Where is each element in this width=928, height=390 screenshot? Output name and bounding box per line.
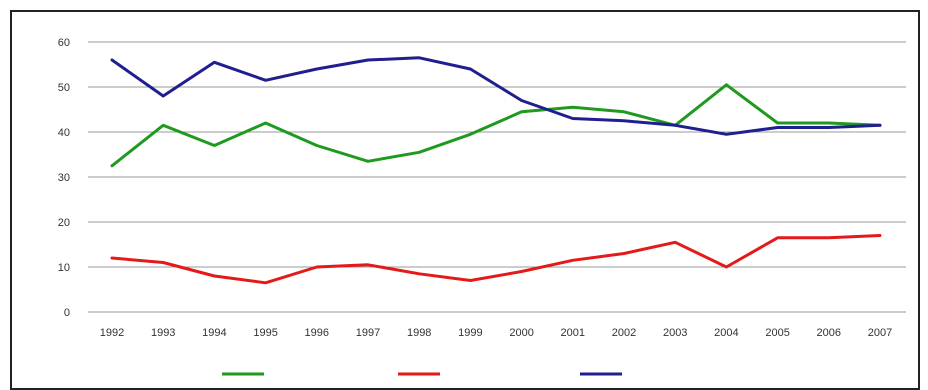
x-tick-label: 2004: [714, 327, 738, 339]
chart-frame: [10, 10, 920, 390]
x-tick-label: 2000: [509, 327, 533, 339]
x-tick-label: 2006: [817, 327, 841, 339]
x-tick-label: 1993: [151, 327, 175, 339]
x-tick-label: 1992: [100, 327, 124, 339]
x-tick-label: 1996: [305, 327, 329, 339]
y-tick-label: 10: [58, 262, 70, 274]
series-line-1: [110, 83, 882, 168]
x-tick-label: 2007: [868, 327, 892, 339]
y-tick-label: 20: [58, 217, 70, 229]
x-tick-label: 1997: [356, 327, 380, 339]
x-axis-ticks: 1992 1993 1994 1995 1996 1997 1998 1999 2000 2001…: [100, 327, 892, 339]
x-tick-label: 2002: [612, 327, 636, 339]
x-tick-label: 1995: [253, 327, 277, 339]
y-tick-label: 50: [58, 82, 70, 94]
x-tick-label: 1994: [202, 327, 226, 339]
x-tick-label: 2001: [561, 327, 585, 339]
y-axis-ticks: 0 10 20 30 40 50 60: [58, 37, 70, 319]
grid-lines: [88, 41, 906, 313]
x-tick-label: 1998: [407, 327, 431, 339]
series-line-3: [110, 56, 882, 136]
y-tick-label: 0: [64, 307, 70, 319]
y-tick-label: 60: [58, 37, 70, 49]
series-lines: [110, 56, 882, 285]
y-tick-label: 30: [58, 172, 70, 184]
x-tick-label: 2005: [765, 327, 789, 339]
x-tick-label: 2003: [663, 327, 687, 339]
y-tick-label: 40: [58, 127, 70, 139]
series-line-2: [110, 234, 882, 285]
x-tick-label: 1999: [458, 327, 482, 339]
